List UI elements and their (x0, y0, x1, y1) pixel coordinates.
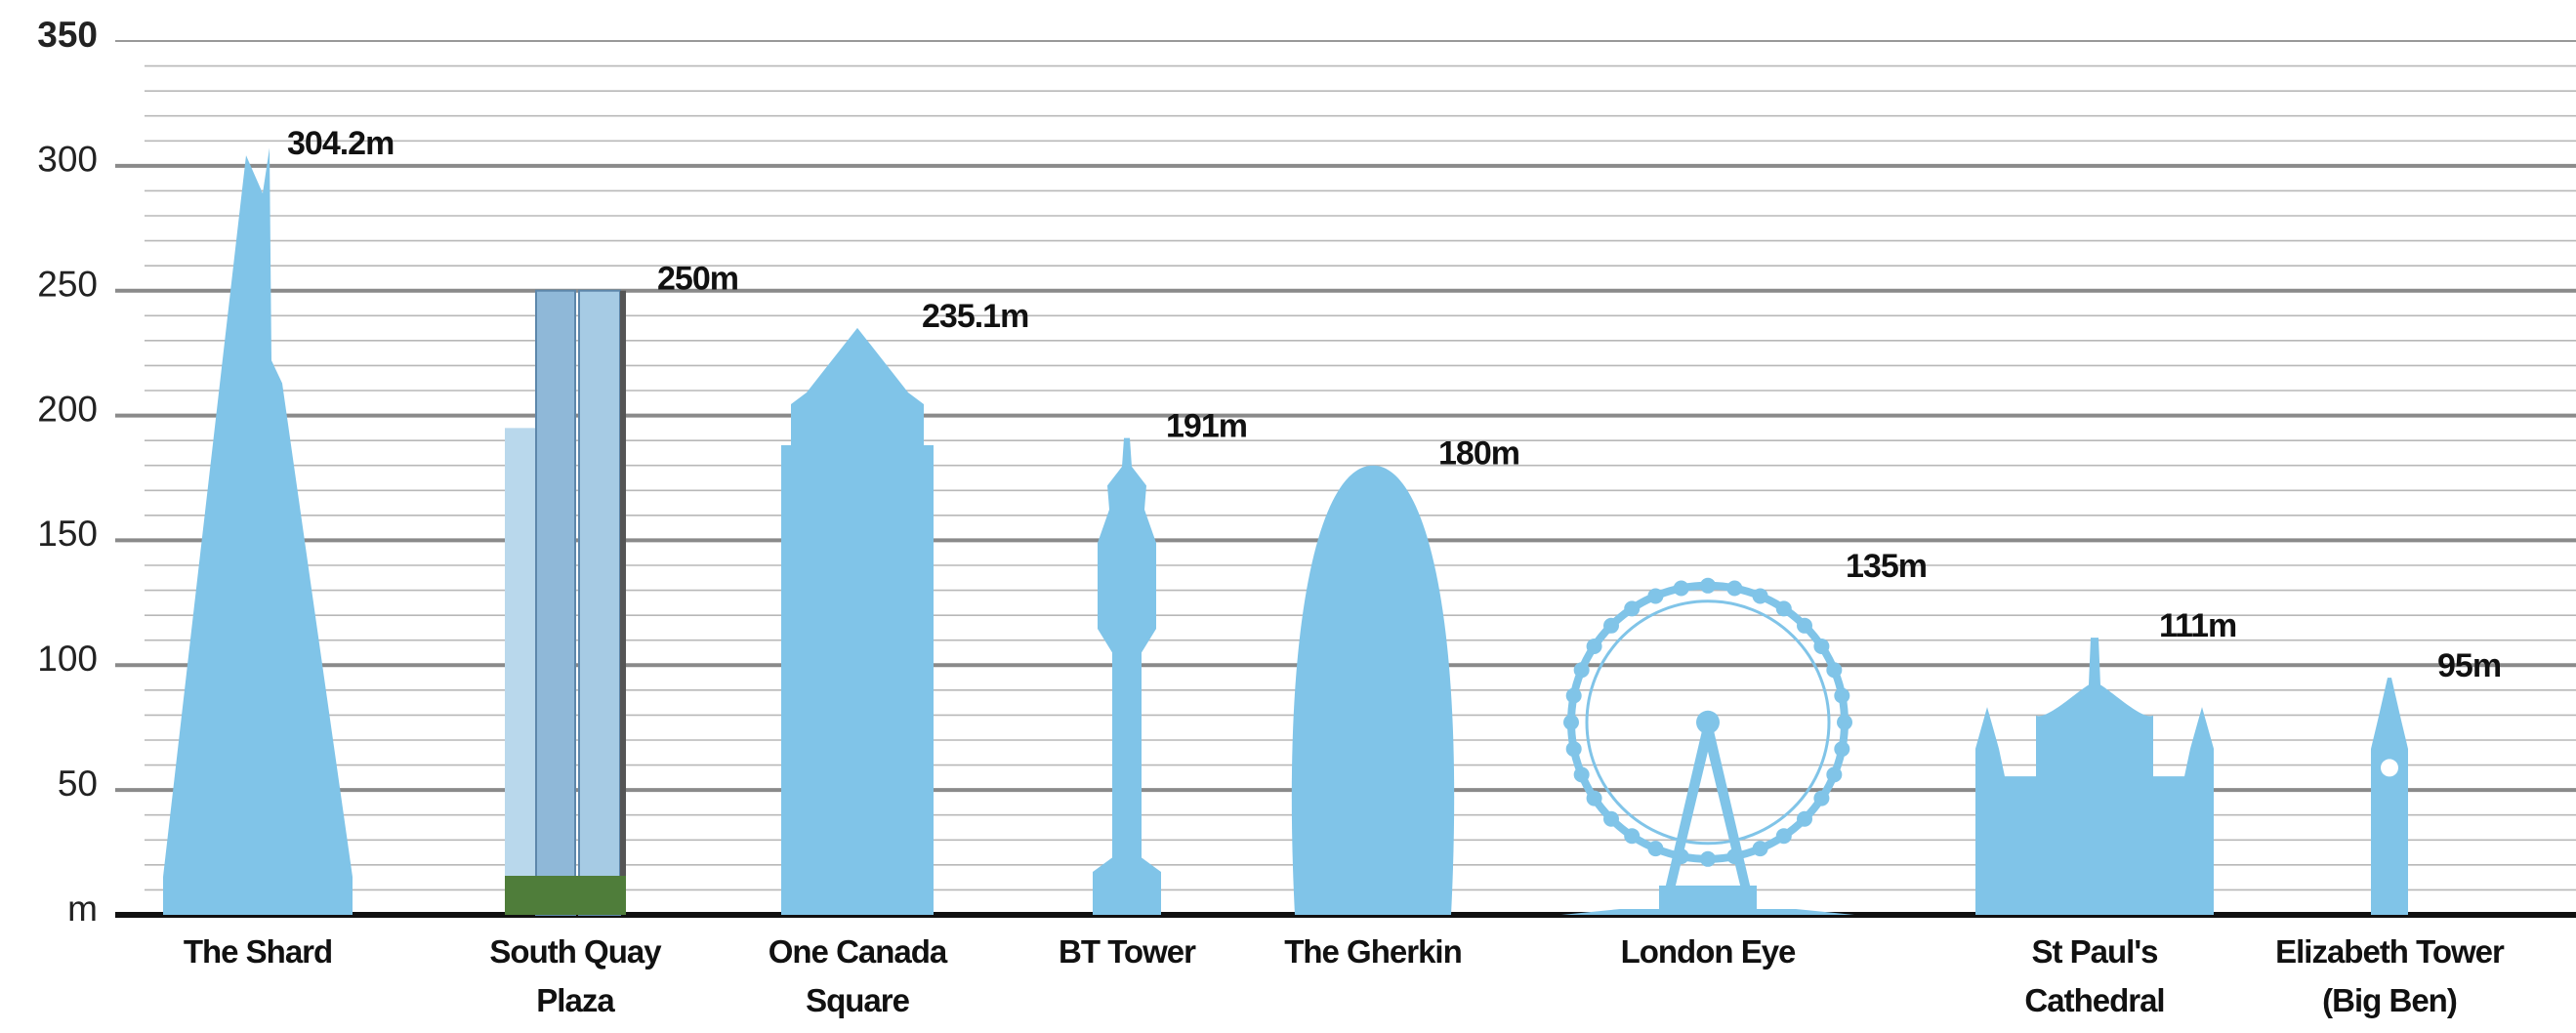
y-tick-label: 100 (37, 639, 98, 679)
x-tick-label: Elizabeth Tower (Big Ben) (2214, 928, 2565, 1025)
eye-pod (1776, 828, 1792, 844)
building (1975, 638, 2214, 915)
shard-silhouette (163, 147, 353, 915)
bt-silhouette (1093, 438, 1161, 915)
building (2371, 678, 2408, 915)
eye-pod (1700, 851, 1716, 867)
clock-face (2381, 759, 2398, 776)
eye-pod (1674, 580, 1689, 596)
value-label: 191m (1166, 408, 1247, 445)
eye-pod (1753, 841, 1768, 856)
eye-pod (1624, 828, 1640, 844)
eye-pod (1566, 741, 1582, 757)
value-label: 304.2m (287, 125, 394, 162)
bigben-silhouette (2371, 678, 2408, 915)
y-tick-label: 150 (37, 514, 98, 554)
eye-pod (1647, 841, 1663, 856)
eye-pod (1574, 662, 1590, 678)
y-tick-label: 350 (37, 15, 98, 55)
eye-pod (1700, 578, 1716, 594)
value-label: 250m (657, 261, 738, 298)
eye-pod (1776, 600, 1792, 616)
value-label: 95m (2437, 647, 2501, 684)
eye-base (1659, 886, 1757, 911)
eye-hub (1696, 711, 1720, 734)
y-tick-label: 50 (58, 764, 98, 804)
eye-pod (1647, 588, 1663, 603)
canada-silhouette (781, 328, 934, 915)
tower-a (536, 291, 575, 915)
eye-pod (1797, 618, 1812, 634)
y-tick-label: 200 (37, 389, 98, 429)
eye-pod (1834, 687, 1849, 703)
eye-pod (1603, 618, 1619, 634)
chart-canvas: m 50 100 150 200 250 300 350 304.2m 250m 235.1m 191… (0, 0, 2576, 1033)
gherkin-silhouette (1292, 466, 1454, 915)
eye-pod (1813, 639, 1829, 654)
stpauls-silhouette (1975, 638, 2214, 915)
building (1093, 438, 1161, 915)
x-tick-label: The Gherkin (1197, 928, 1549, 976)
eye-pod (1826, 662, 1842, 678)
eye-pod (1587, 791, 1602, 806)
eye-pod (1574, 766, 1590, 782)
trees (505, 876, 626, 915)
x-tick-label: London Eye (1532, 928, 1884, 976)
eye-pod (1753, 588, 1768, 603)
eye-pod (1834, 741, 1849, 757)
chart: m 50 100 150 200 250 300 350 304.2m 250m 235.1m 191… (0, 0, 2576, 1033)
tower-shadow (620, 291, 626, 915)
y-tick-label: 300 (37, 140, 98, 180)
building (1292, 466, 1454, 915)
building (505, 291, 626, 915)
eye-pod (1797, 811, 1812, 827)
value-label: 180m (1438, 435, 1519, 473)
value-label: 235.1m (922, 298, 1028, 335)
eye-pod (1563, 715, 1579, 730)
value-label: 111m (2159, 607, 2236, 644)
eye-pod (1624, 600, 1640, 616)
building (163, 147, 353, 915)
eye-platform (1561, 909, 1854, 915)
eye-pod (1603, 811, 1619, 827)
eye-pod (1726, 580, 1742, 596)
y-tick-label: 250 (37, 264, 98, 304)
building (781, 328, 934, 915)
y-tick-label: m (67, 888, 98, 929)
eye-pod (1826, 766, 1842, 782)
tower-short (505, 428, 536, 915)
x-tick-label: The Shard (82, 928, 434, 976)
eye-pod (1837, 715, 1852, 730)
eye-pod (1566, 687, 1582, 703)
value-label: 135m (1846, 548, 1927, 585)
eye-stand (1664, 723, 1752, 893)
tower-b (579, 291, 620, 915)
eye-pod (1587, 639, 1602, 654)
eye-pod (1813, 791, 1829, 806)
